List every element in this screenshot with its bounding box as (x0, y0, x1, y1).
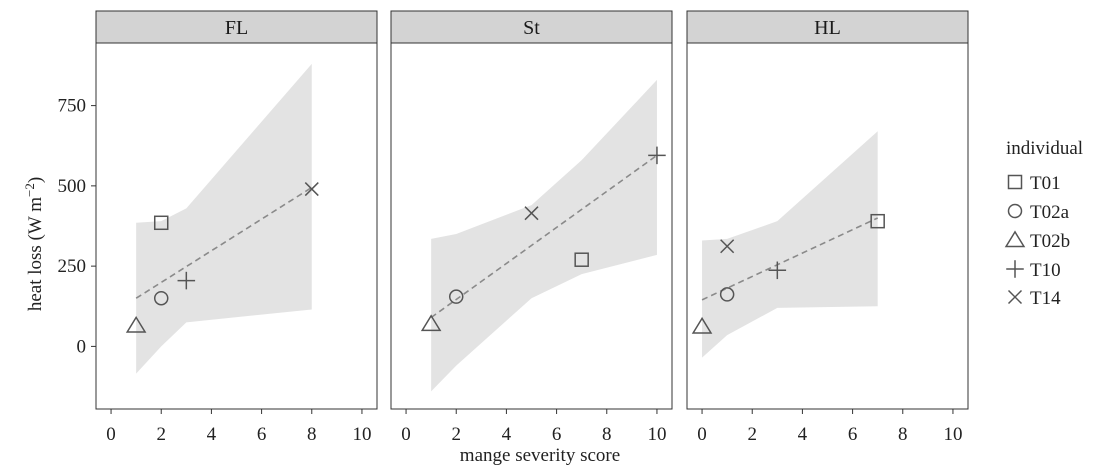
legend-entry-t14: T14 (1007, 288, 1061, 309)
panels: FL 0 2 4 6 8 10 St 0 2 4 6 8 10 HL 0 2 4 6 8 10 (95, 10, 969, 445)
point-t01 (153, 215, 169, 231)
x-tick-label: 2 (156, 424, 166, 445)
legend-entry-t02b: T02b (1004, 230, 1070, 252)
x-tick-label: 2 (747, 424, 757, 445)
x-axis-title: mange severity score (460, 445, 620, 466)
x-tick-label: 0 (106, 424, 116, 445)
x-tick-label: 0 (697, 424, 707, 445)
trend-line (135, 186, 313, 299)
point-t02a (719, 287, 735, 302)
x-tick-label: 0 (401, 424, 411, 445)
point-t02a (448, 289, 464, 304)
point-t01 (574, 252, 589, 267)
point-t14 (304, 182, 319, 197)
legend-entry-label: T01 (1030, 173, 1061, 194)
legend-entry-label: T10 (1030, 260, 1061, 281)
legend-entry-label: T14 (1030, 288, 1061, 309)
y-tick-label: 500 (58, 176, 87, 197)
point-t02b (125, 315, 147, 333)
point-t10 (648, 146, 666, 165)
y-tick-label: 750 (58, 96, 87, 117)
point-t10 (177, 271, 196, 290)
x-tick-label: 10 (943, 424, 962, 445)
point-t02b (691, 316, 713, 334)
panel-hl: HL 0 2 4 6 8 10 (686, 10, 969, 445)
triangle-key-icon (1004, 230, 1026, 248)
legend-title: individual (1006, 138, 1083, 159)
trend-line (701, 217, 879, 301)
point-t14 (524, 206, 539, 221)
panel-fl: FL 0 2 4 6 8 10 (95, 10, 378, 445)
point-t10 (768, 261, 787, 280)
confidence-band (431, 79, 657, 392)
cross-key-icon (1007, 289, 1023, 305)
legend-entry-t10: T10 (1006, 260, 1061, 281)
legend-entry-t02a: T02a (1007, 202, 1070, 223)
point-t01 (870, 213, 885, 229)
y-axis: 0 250 500 750 (58, 96, 96, 357)
panel-strip (686, 10, 969, 44)
square-key-icon (1007, 174, 1023, 190)
x-tick-label: 10 (647, 424, 666, 445)
panel-strip (95, 10, 378, 44)
point-t02b (420, 314, 442, 332)
legend-entry-label: T02b (1030, 231, 1070, 252)
y-tick-label: 250 (58, 256, 87, 277)
legend: individual T01 T02a T02b T10 T14 (1004, 138, 1083, 309)
legend-entry-t01: T01 (1007, 173, 1061, 194)
x-tick-label: 4 (502, 424, 512, 445)
x-tick-label: 4 (207, 424, 217, 445)
legend-entry-label: T02a (1030, 202, 1070, 223)
plus-key-icon (1006, 260, 1024, 278)
x-tick-label: 8 (898, 424, 908, 445)
y-axis-title: heat loss (W m−2) (22, 177, 46, 311)
x-tick-label: 4 (798, 424, 808, 445)
x-tick-label: 6 (552, 424, 562, 445)
panel-strip-label: FL (225, 17, 248, 39)
x-tick-label: 10 (352, 424, 371, 445)
x-tick-label: 6 (257, 424, 267, 445)
x-tick-label: 8 (307, 424, 317, 445)
point-t14 (720, 239, 735, 254)
confidence-band (702, 131, 878, 358)
trend-line (430, 154, 658, 319)
x-tick-label: 2 (451, 424, 461, 445)
confidence-band (136, 63, 312, 374)
panel-strip-label: HL (814, 17, 841, 39)
panel-strip-label: St (523, 17, 540, 39)
x-tick-label: 8 (602, 424, 612, 445)
circle-key-icon (1007, 203, 1023, 219)
panel-st: St 0 2 4 6 8 10 (390, 10, 673, 445)
x-tick-label: 6 (848, 424, 858, 445)
point-t02a (153, 290, 169, 306)
y-tick-label: 0 (77, 336, 87, 357)
